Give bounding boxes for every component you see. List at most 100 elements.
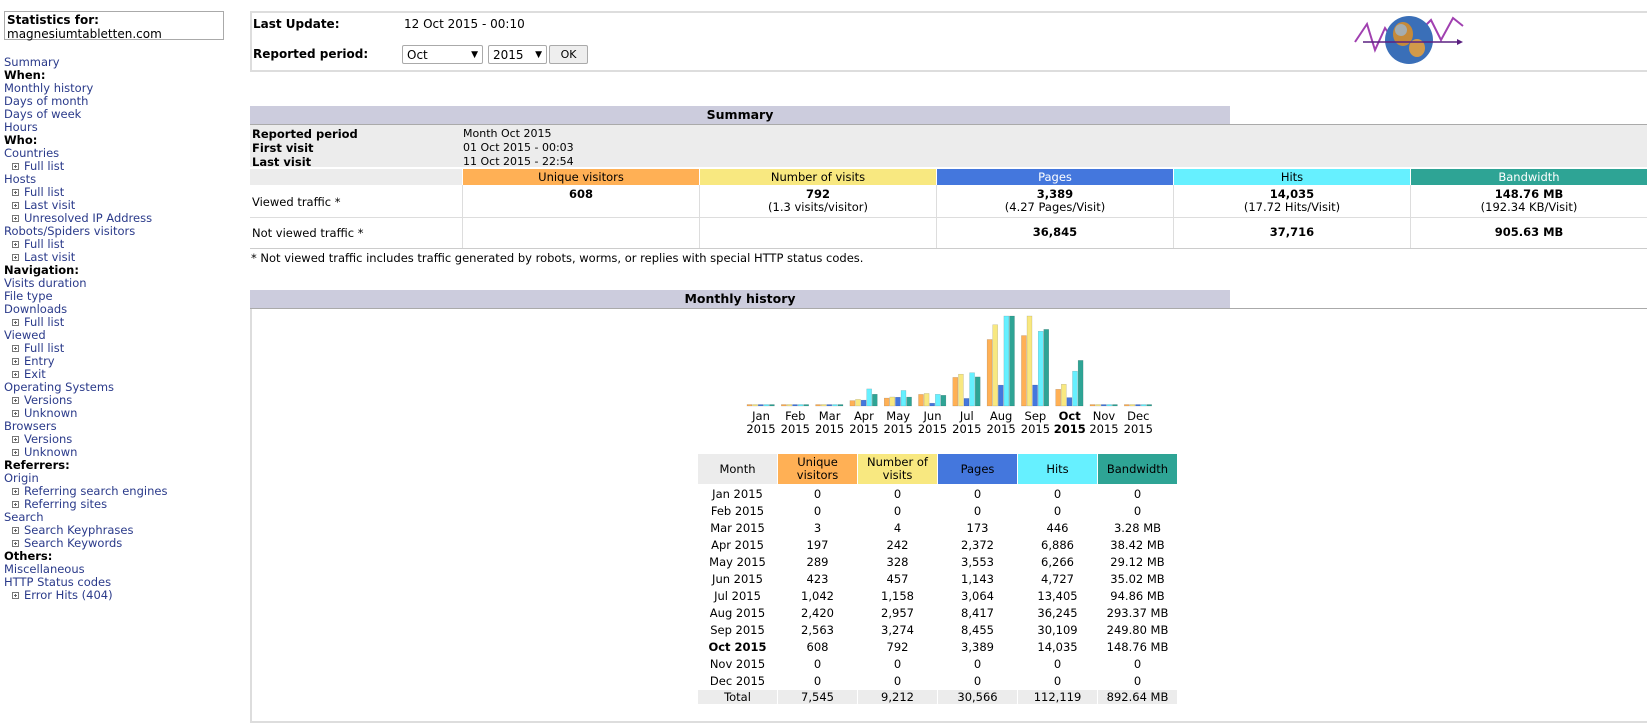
menu-link-full-list[interactable]: Full list: [4, 238, 232, 251]
chart-month-label: Jul: [959, 409, 974, 423]
menu-link-viewed[interactable]: Viewed: [4, 329, 232, 342]
menu-link-full-list[interactable]: Full list: [4, 160, 232, 173]
menu-item-label: Viewed: [4, 328, 46, 342]
expand-plus-icon: [12, 319, 19, 326]
chart-bar-jun-3: [935, 394, 941, 407]
menu-link-referring-search-engines[interactable]: Referring search engines: [4, 485, 232, 498]
chart-bar-jan-1: [752, 404, 758, 407]
chart-bar-sep-3: [1038, 331, 1044, 407]
bandwidth-col-header: Bandwidth: [1098, 454, 1177, 484]
menu-item-label: Search Keywords: [24, 536, 123, 550]
total-cell: 7,545: [778, 690, 857, 704]
month-cell: 3: [813, 521, 822, 535]
menu-link-countries[interactable]: Countries: [4, 147, 232, 160]
summary-bottom-border: [250, 248, 1647, 249]
chart-year-label: 2015: [849, 422, 878, 436]
month-cell: 0: [1053, 487, 1062, 501]
menu-link-unknown[interactable]: Unknown: [4, 407, 232, 420]
month-cell: 328: [886, 555, 909, 569]
month-cell: 3,274: [881, 623, 914, 637]
menu-link-days-of-week[interactable]: Days of week: [4, 108, 232, 121]
menu-link-operating-systems[interactable]: Operating Systems: [4, 381, 232, 394]
monthly-history-title: Monthly history: [250, 290, 1230, 308]
summary-col-visits: Number of visits: [700, 169, 936, 185]
total-cell: Total: [698, 690, 777, 704]
menu-link-versions[interactable]: Versions: [4, 394, 232, 407]
menu-link-robots-spiders-visitors[interactable]: Robots/Spiders visitors: [4, 225, 232, 238]
menu-link-versions[interactable]: Versions: [4, 433, 232, 446]
menu-item-label: File type: [4, 289, 53, 303]
menu-item-label: Browsers: [4, 419, 57, 433]
menu-link-hosts[interactable]: Hosts: [4, 173, 232, 186]
menu-link-full-list[interactable]: Full list: [4, 316, 232, 329]
menu-link-visits-duration[interactable]: Visits duration: [4, 277, 232, 290]
menu-link-referring-sites[interactable]: Referring sites: [4, 498, 232, 511]
chart-bar-aug-2: [998, 384, 1004, 407]
month-cell: 94.86 MB: [1110, 589, 1165, 603]
chart-bar-jan-0: [746, 404, 753, 407]
month-cell: 0: [813, 657, 822, 671]
menu-link-unknown[interactable]: Unknown: [4, 446, 232, 459]
month-cell: 8,455: [961, 623, 994, 637]
menu-link-http-status-codes[interactable]: HTTP Status codes: [4, 576, 232, 589]
menu-link-search-keyphrases[interactable]: Search Keyphrases: [4, 524, 232, 537]
chart-year-label: 2015: [746, 422, 775, 436]
menu-link-miscellaneous[interactable]: Miscellaneous: [4, 563, 232, 576]
menu-link-browsers[interactable]: Browsers: [4, 420, 232, 433]
chart-bar-mar-1: [820, 404, 827, 407]
menu-link-days-of-month[interactable]: Days of month: [4, 95, 232, 108]
menu-link-entry[interactable]: Entry: [4, 355, 232, 368]
summary-header-corner: [250, 169, 462, 185]
menu-item-label: Full list: [24, 159, 65, 173]
menu-link-full-list[interactable]: Full list: [4, 186, 232, 199]
menu-link-hours[interactable]: Hours: [4, 121, 232, 134]
menu-link-monthly-history[interactable]: Monthly history: [4, 82, 232, 95]
month-cell: 173: [966, 521, 989, 535]
summary-col-pages: Pages: [937, 169, 1173, 185]
menu-item-label: HTTP Status codes: [4, 575, 112, 589]
hits-col-header: Hits: [1018, 454, 1097, 484]
ok-button[interactable]: OK: [549, 45, 588, 64]
chart-bar-dec-1: [1129, 404, 1136, 407]
menu-heading-who: Who:: [4, 134, 232, 147]
menu-heading-when: When:: [4, 69, 232, 82]
menu-link-unresolved-ip-address[interactable]: Unresolved IP Address: [4, 212, 232, 225]
menu-link-last-visit[interactable]: Last visit: [4, 199, 232, 212]
month-cell: 2,372: [961, 538, 994, 552]
menu-link-origin[interactable]: Origin: [4, 472, 232, 485]
month-cell: 0: [973, 674, 982, 688]
expand-plus-icon: [12, 215, 19, 222]
monthly-history-chart: Jan2015Feb2015Mar2015Apr2015May2015Jun20…: [746, 315, 1153, 436]
awstats-globe-logo: [1354, 16, 1464, 64]
chevron-down-icon: ▼: [535, 50, 542, 60]
menu-link-downloads[interactable]: Downloads: [4, 303, 232, 316]
menu-item-label: Hours: [4, 120, 38, 134]
month-cell: 249.80 MB: [1106, 623, 1169, 637]
year-select[interactable]: 2015 ▼: [488, 45, 547, 64]
month-cell: 38.42 MB: [1110, 538, 1165, 552]
chart-bar-may-1: [889, 396, 896, 407]
menu-item-label: Hosts: [4, 172, 37, 186]
menu-link-error-hits-404[interactable]: Error Hits (404): [4, 589, 232, 602]
viewed-unique: 608: [568, 187, 593, 201]
menu-link-last-visit[interactable]: Last visit: [4, 251, 232, 264]
menu-link-exit[interactable]: Exit: [4, 368, 232, 381]
month-cell: 6,266: [1041, 555, 1074, 569]
menu-link-search-keywords[interactable]: Search Keywords: [4, 537, 232, 550]
menu-item-label: Days of month: [4, 94, 89, 108]
month-cell: 30,109: [1037, 623, 1078, 637]
menu-link-file-type[interactable]: File type: [4, 290, 232, 303]
menu-link-summary[interactable]: Summary: [4, 56, 232, 69]
chart-bar-mar-2: [826, 404, 833, 407]
chart-bar-aug-4: [1009, 315, 1015, 407]
menu-link-search[interactable]: Search: [4, 511, 232, 524]
menu-item-label: Unknown: [24, 445, 78, 459]
chart-bar-may-3: [900, 390, 907, 407]
month-select[interactable]: Oct ▼: [402, 45, 483, 64]
first-visit-value: 01 Oct 2015 - 00:03: [463, 141, 574, 154]
menu-link-full-list[interactable]: Full list: [4, 342, 232, 355]
viewed-pages: 3,389 (4.27 Pages/Visit): [1004, 187, 1106, 214]
menu-item-label: Unknown: [24, 406, 78, 420]
chart-bar-nov-3: [1106, 404, 1112, 407]
month-cell: 3,553: [961, 555, 994, 569]
